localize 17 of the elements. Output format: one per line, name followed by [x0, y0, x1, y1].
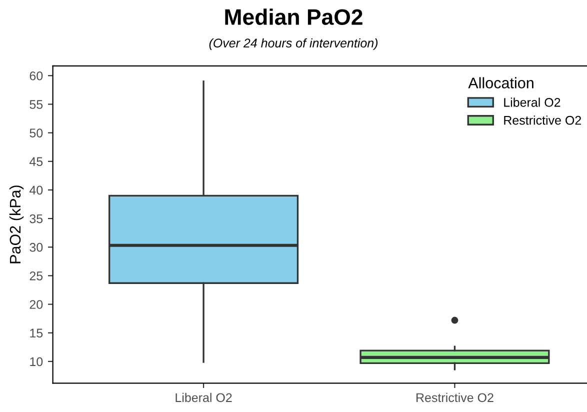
y-tick-label: 30 [30, 242, 43, 252]
y-axis-title: PaO2 (kPa) [9, 186, 24, 264]
y-tick-label: 40 [29, 186, 43, 195]
chart-subtitle: (Over 24 hours of intervention) [209, 38, 378, 50]
chart-title: Median PaO2 [225, 8, 362, 25]
y-tick-label: 15 [30, 328, 43, 338]
y-tick-label: 35 [30, 214, 43, 224]
legend-label: Liberal O2 [504, 98, 560, 107]
legend-title: Allocation [468, 77, 534, 88]
y-tick-label: 55 [30, 100, 43, 109]
y-tick-label: 60 [30, 71, 43, 80]
y-tick-label: 20 [30, 300, 43, 309]
y-tick-label: 50 [30, 128, 43, 138]
y-tick-label: 45 [29, 157, 43, 166]
y-tick-label: 10 [30, 357, 43, 366]
legend-label: Restrictive O2 [504, 116, 581, 125]
y-tick-label: 25 [30, 272, 43, 280]
